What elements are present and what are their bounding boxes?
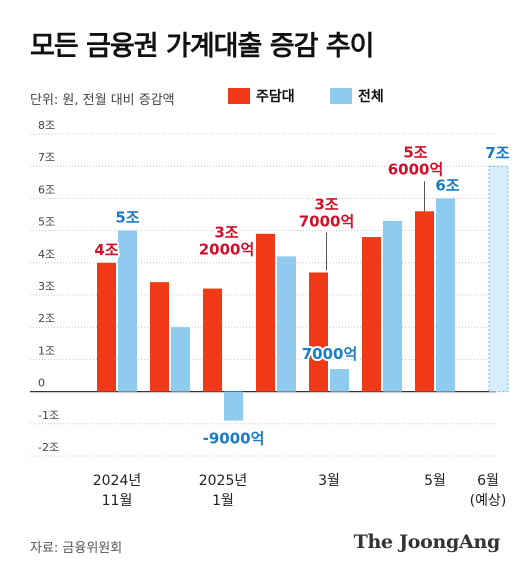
- data-label-halo: 3조: [214, 224, 238, 242]
- bar-mortgage: [150, 282, 169, 392]
- x-axis-label: 2025년: [199, 473, 248, 489]
- chart-title: 모든 금융권 가계대출 증감 추이: [30, 31, 375, 62]
- y-tick-label: 7조: [38, 151, 55, 164]
- data-label-halo: 5조: [115, 209, 139, 227]
- bar-total: [330, 369, 349, 392]
- bar-total: [383, 220, 402, 392]
- bar-total: [224, 391, 243, 421]
- brand-logo: The JoongAng: [353, 531, 501, 553]
- data-label: 5조: [403, 143, 427, 161]
- y-tick-label: 5조: [38, 216, 55, 229]
- data-label: 4조: [94, 241, 118, 259]
- data-label-halo: -9000억: [203, 430, 265, 448]
- data-label-halo: 3조: [314, 195, 338, 213]
- y-tick-label: 8조: [38, 119, 55, 132]
- data-label-halo: 4조: [94, 241, 118, 259]
- data-label: 6조: [435, 176, 459, 194]
- bar-total: [171, 327, 190, 392]
- data-label-halo: 7조: [485, 144, 509, 162]
- data-label: 7000억: [299, 212, 355, 230]
- data-label-halo: 7000억: [302, 345, 358, 363]
- unit-note: 단위: 원, 전월 대비 증감액: [30, 93, 175, 108]
- data-label: 3조: [214, 224, 238, 242]
- y-tick-label: -2조: [38, 441, 59, 454]
- legend-item-mortgage: 주담대: [228, 86, 295, 106]
- data-label: 3조: [314, 195, 338, 213]
- legend-label-mortgage: 주담대: [256, 89, 295, 105]
- x-axis-label: 1월: [212, 493, 234, 509]
- x-axis-label: 2024년: [93, 473, 142, 489]
- data-label: -9000억: [203, 430, 265, 448]
- data-label-halo: 2000억: [199, 241, 255, 259]
- y-tick-label: 0: [38, 377, 45, 390]
- y-tick-label: 2조: [38, 312, 55, 325]
- y-tick-label: 1조: [38, 344, 55, 357]
- data-label: 6000억: [388, 160, 444, 178]
- legend-swatch-red: [228, 88, 250, 104]
- bar-total: [118, 230, 137, 392]
- y-tick-label: 4조: [38, 248, 55, 261]
- x-axis-label: 11월: [102, 493, 133, 509]
- bar-total: [277, 256, 296, 392]
- bar-mortgage: [415, 211, 434, 392]
- data-label: 7조: [485, 144, 509, 162]
- data-label-halo: 5조: [403, 143, 427, 161]
- bar-mortgage: [97, 262, 116, 392]
- x-axis-label: 3월: [318, 473, 340, 489]
- legend-item-total: 전체: [330, 86, 384, 106]
- y-tick-label: -1조: [38, 409, 59, 422]
- bar-total: [436, 198, 455, 392]
- data-label: 7000억: [302, 345, 358, 363]
- bar-mortgage: [256, 233, 275, 392]
- bar-total-projected: [488, 165, 509, 393]
- x-axis-label: 5월: [424, 473, 446, 489]
- bar-mortgage: [362, 237, 381, 392]
- x-axis-label: (예상): [470, 493, 507, 509]
- x-axis-label: 6월: [477, 473, 499, 489]
- data-label-halo: 6조: [435, 176, 459, 194]
- data-label: 5조: [115, 209, 139, 227]
- legend-label-total: 전체: [358, 89, 384, 105]
- data-label-halo: 7000억: [299, 212, 355, 230]
- data-label-halo: 6000억: [388, 160, 444, 178]
- bar-mortgage: [203, 288, 222, 392]
- y-tick-label: 6조: [38, 183, 55, 196]
- legend-swatch-blue: [330, 88, 352, 104]
- data-label: 2000억: [199, 241, 255, 259]
- source-note: 자료: 금융위원회: [30, 541, 123, 556]
- bar-mortgage: [309, 272, 328, 392]
- y-tick-label: 3조: [38, 280, 55, 293]
